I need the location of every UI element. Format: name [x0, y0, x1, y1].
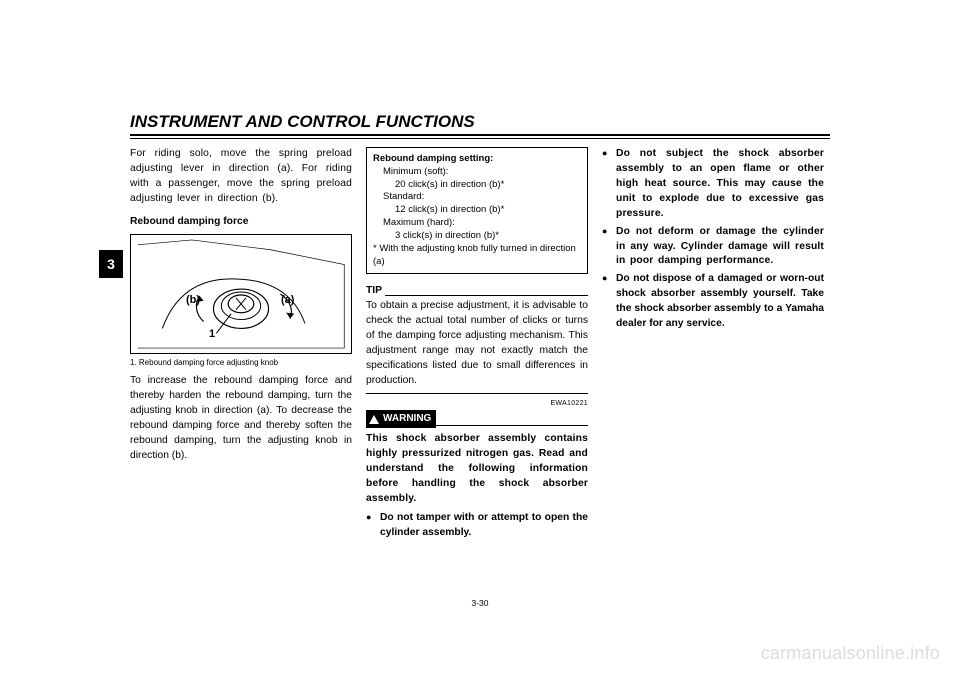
warning-triangle-icon: [369, 415, 379, 424]
tip-bottom-rule: [366, 393, 588, 394]
warning-header: WARNING: [366, 410, 588, 429]
intro-paragraph: For riding solo, move the spring preload…: [130, 147, 352, 207]
figure-label-a: (a): [281, 293, 294, 309]
column-2: Rebound damping setting: Minimum (soft):…: [366, 147, 588, 544]
adjust-paragraph: To increase the rebound damping force an…: [130, 374, 352, 464]
figure-label-b: (b): [186, 293, 200, 309]
warning-code: EWA10221: [366, 399, 588, 409]
warning-label: WARNING: [383, 412, 431, 427]
spec-min-val: 20 click(s) in direction (b)*: [373, 179, 581, 192]
header-rule: [130, 134, 830, 139]
figure-caption: 1. Rebound damping force adjusting knob: [130, 357, 352, 369]
spec-min-label: Minimum (soft):: [373, 166, 581, 179]
spec-box: Rebound damping setting: Minimum (soft):…: [366, 147, 588, 274]
section-title: INSTRUMENT AND CONTROL FUNCTIONS: [130, 112, 830, 134]
warning-item-dispose: Do not dispose of a damaged or worn-out …: [602, 272, 824, 332]
spec-max-val: 3 click(s) in direction (b)*: [373, 230, 581, 243]
tip-header-row: TIP: [366, 284, 588, 299]
warning-list-col2: Do not tamper with or attempt to open th…: [366, 511, 588, 541]
tip-body: To obtain a precise adjustment, it is ad…: [366, 299, 588, 389]
figure-label-1: 1: [209, 327, 215, 343]
tip-rule-line: [385, 295, 588, 296]
content-columns: For riding solo, move the spring preload…: [130, 147, 830, 544]
spec-note: * With the adjusting knob fully turned i…: [373, 243, 581, 269]
warning-item-tamper: Do not tamper with or attempt to open th…: [366, 511, 588, 541]
page-frame: INSTRUMENT AND CONTROL FUNCTIONS For rid…: [130, 112, 830, 612]
warning-list-col3: Do not subject the shock absorber assemb…: [602, 147, 824, 332]
spec-std-val: 12 click(s) in direction (b)*: [373, 204, 581, 217]
warning-item-heat: Do not subject the shock absorber assemb…: [602, 147, 824, 222]
warning-rule-line: [436, 410, 588, 427]
warning-body: This shock absorber assembly contains hi…: [366, 432, 588, 507]
watermark: carmanualsonline.info: [761, 643, 940, 664]
spec-title: Rebound damping setting:: [373, 153, 581, 166]
warning-badge: WARNING: [366, 410, 436, 429]
warning-item-deform: Do not deform or damage the cylinder in …: [602, 225, 824, 270]
rebound-diagram-svg: [131, 235, 351, 353]
chapter-tab: 3: [99, 250, 123, 278]
spec-max-label: Maximum (hard):: [373, 217, 581, 230]
rebound-heading: Rebound damping force: [130, 215, 352, 230]
page-number: 3-30: [471, 598, 488, 608]
column-1: For riding solo, move the spring preload…: [130, 147, 352, 544]
tip-label: TIP: [366, 284, 382, 299]
spec-std-label: Standard:: [373, 191, 581, 204]
rebound-figure: (a) (b) 1: [130, 234, 352, 354]
column-3: Do not subject the shock absorber assemb…: [602, 147, 824, 544]
